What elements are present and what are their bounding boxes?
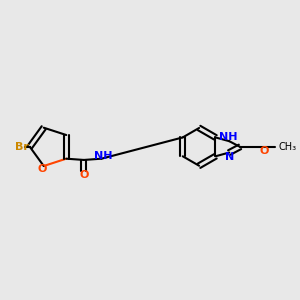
Text: Br: Br <box>15 142 28 152</box>
Text: O: O <box>79 170 88 180</box>
Text: NH: NH <box>219 132 237 142</box>
Text: N: N <box>225 152 235 162</box>
Text: O: O <box>37 164 46 174</box>
Text: O: O <box>259 146 268 156</box>
Text: CH₃: CH₃ <box>279 142 297 152</box>
Text: NH: NH <box>94 151 112 160</box>
